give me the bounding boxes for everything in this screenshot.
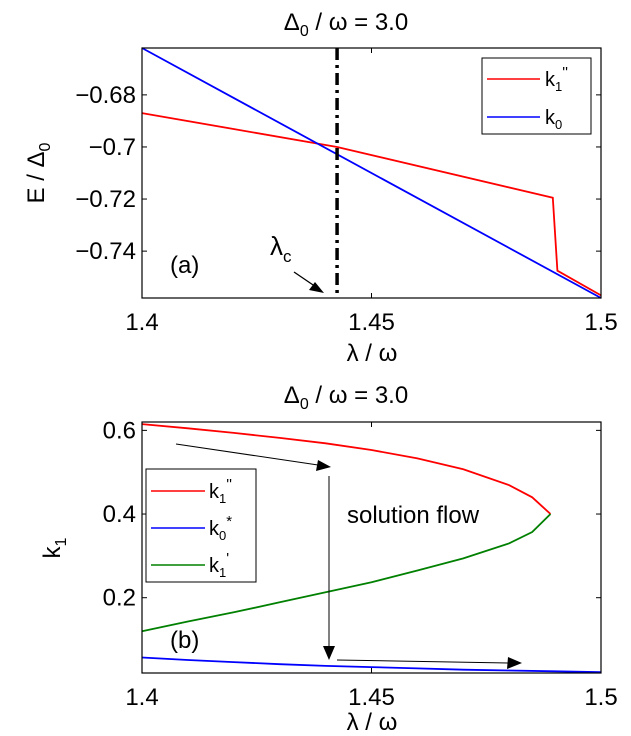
- series-group-a: [141, 47, 602, 299]
- ytick-label-a-0: −0.68: [75, 82, 136, 109]
- series-line-b-0: [141, 423, 552, 515]
- xlabel-a: λ / ω: [347, 340, 398, 367]
- ylabel-b: k1: [39, 537, 70, 558]
- title-a: Δ0 / ω = 3.0: [284, 9, 408, 40]
- series-line-b-1: [141, 656, 602, 674]
- title-b: Δ0 / ω = 3.0: [284, 382, 408, 413]
- legend-label-k1pp: k1'': [545, 64, 568, 94]
- xlabel-b: λ / ω: [347, 709, 398, 736]
- flow-arrow-3: [336, 659, 509, 664]
- series-line-b-2: [141, 513, 552, 633]
- xtick-label-b-1: 1.45: [348, 684, 395, 711]
- panel-label-b: (b): [170, 627, 199, 654]
- flow-arrows: [175, 443, 522, 669]
- flow-arrow-1-head: [316, 460, 331, 471]
- legend-box-a: [481, 57, 592, 135]
- legend-label-k1pp-b: k1'': [209, 476, 232, 506]
- series-group-b: [141, 423, 602, 674]
- xtick-label-b-0: 1.4: [125, 684, 158, 711]
- xtick-label-a-0: 1.4: [125, 309, 158, 336]
- xtick-label-b-2: 1.5: [584, 684, 617, 711]
- panel-b: Δ0 / ω = 3.0 1.4 1.45 1.5 0.6 0.4 0.2 k1 λ / …: [39, 382, 618, 736]
- legend-label-k0star: k0*: [209, 513, 232, 543]
- xtick-label-a-1: 1.45: [348, 309, 395, 336]
- legend-b: k1'' k0* k1': [145, 468, 257, 583]
- ytick-label-a-3: −0.74: [75, 238, 136, 265]
- lambda-c-annotation: λc: [270, 231, 292, 266]
- ticks-a: 1.4 1.45 1.5 −0.68 −0.7 −0.72 −0.74: [75, 48, 618, 336]
- flow-arrow-1: [175, 443, 319, 466]
- legend-a: k1'' k0: [481, 57, 592, 135]
- ytick-label-a-1: −0.7: [89, 134, 136, 161]
- flow-arrow-3-head: [507, 657, 522, 669]
- xtick-label-a-2: 1.5: [584, 309, 617, 336]
- panel-a: Δ0 / ω = 3.0 1.4 1.45 1.5 −0.68 −0.7 −0.72 −0.…: [23, 9, 618, 367]
- ytick-label-a-2: −0.72: [75, 186, 136, 213]
- legend-box-b: [145, 468, 257, 583]
- ytick-label-b-1: 0.4: [103, 501, 136, 528]
- series-line-a-1: [141, 47, 602, 299]
- panel-label-a: (a): [170, 252, 199, 279]
- ticks-b: 1.4 1.45 1.5 0.6 0.4 0.2: [103, 417, 618, 711]
- ylabel-a: E / Δ0: [23, 142, 54, 203]
- ytick-label-b-0: 0.6: [103, 417, 136, 444]
- legend-label-k0: k0: [545, 107, 562, 132]
- lambda-c-arrowhead: [309, 282, 324, 293]
- solution-flow-label: solution flow: [347, 502, 480, 529]
- legend-label-k1p: k1': [209, 550, 229, 580]
- series-line-a-0: [141, 112, 602, 297]
- ytick-label-b-2: 0.2: [103, 585, 136, 612]
- flow-arrow-2-head: [323, 646, 335, 660]
